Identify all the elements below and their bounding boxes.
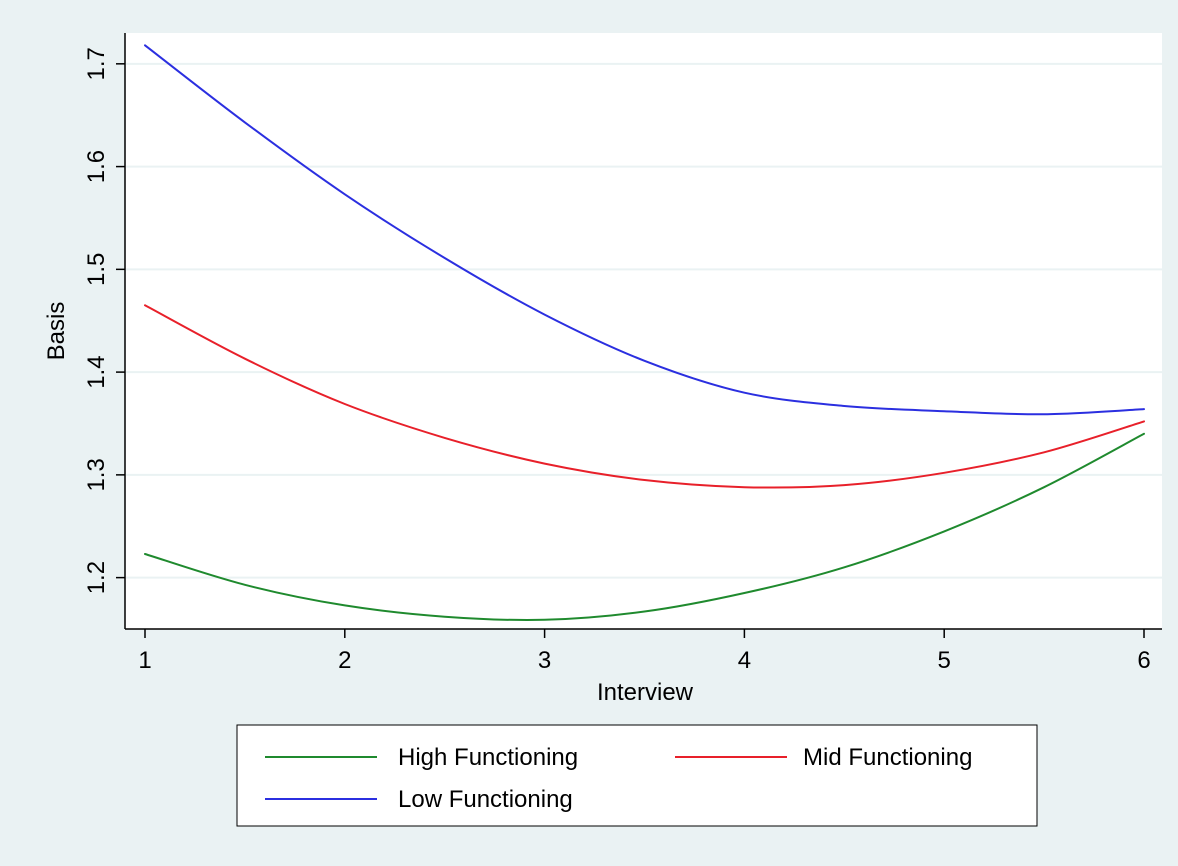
series-line-high-functioning	[144, 432, 1145, 622]
x-tick-label: 3	[538, 647, 551, 674]
y-tick-label: 1.6	[83, 150, 110, 183]
y-tick-label: 1.2	[83, 561, 110, 594]
x-axis-label: Interview	[597, 679, 694, 706]
plot-background	[125, 33, 1162, 629]
grid-lines	[126, 62, 1162, 579]
x-tick-label: 4	[738, 647, 751, 674]
x-tick-label: 5	[938, 647, 951, 674]
y-axis-ticks: 1.2 1.3 1.4 1.5 1.6 1.7	[83, 47, 125, 594]
x-axis-ticks: 1 2 3 4 5 6	[138, 629, 1151, 674]
legend-label-high-functioning: High Functioning	[398, 744, 578, 771]
y-tick-label: 1.4	[83, 355, 110, 388]
legend-label-low-functioning: Low Functioning	[398, 786, 573, 813]
series-lines	[144, 44, 1145, 622]
y-tick-label: 1.3	[83, 458, 110, 491]
y-tick-label: 1.5	[83, 253, 110, 286]
x-tick-label: 1	[138, 647, 151, 674]
legend-box	[236, 724, 1038, 827]
y-axis-label: Basis	[43, 302, 70, 361]
legend: High Functioning Mid Functioning Low Funct…	[236, 724, 1038, 827]
x-tick-label: 2	[338, 647, 351, 674]
legend-label-mid-functioning: Mid Functioning	[803, 744, 972, 771]
x-tick-label: 6	[1137, 647, 1150, 674]
y-tick-label: 1.7	[83, 47, 110, 80]
series-line-low-functioning	[144, 44, 1145, 416]
series-line-mid-functioning	[144, 304, 1145, 489]
